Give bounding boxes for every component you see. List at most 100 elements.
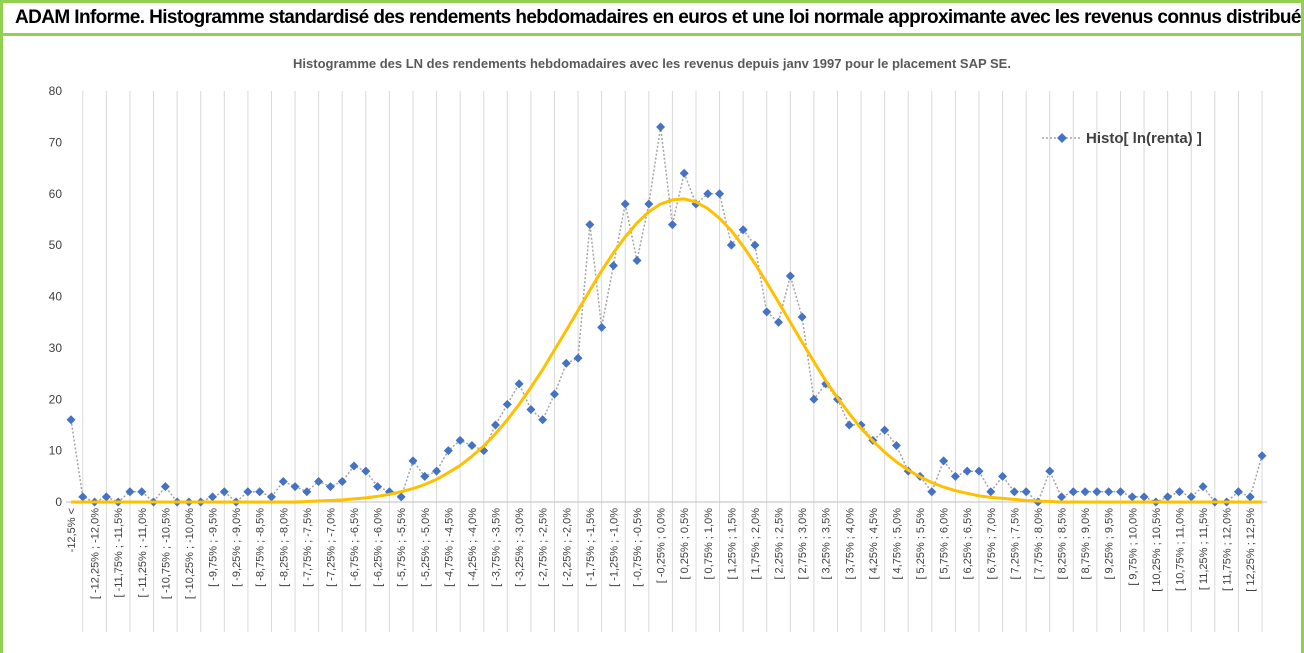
marker — [561, 358, 571, 368]
y-tick-label: 20 — [49, 392, 63, 406]
marker — [160, 482, 170, 492]
x-tick-label: [ -1,25% ; -1,0% — [608, 508, 620, 587]
x-tick-label: [ 0,25% ; 0,5% — [679, 508, 691, 580]
y-tick-label: 30 — [49, 341, 63, 355]
marker — [1080, 487, 1090, 497]
marker — [361, 466, 371, 476]
marker — [1245, 492, 1255, 502]
marker — [986, 487, 996, 497]
marker — [514, 379, 524, 389]
x-tick-label: [ 2,75% ; 3,0% — [797, 508, 809, 580]
x-tick-label: [ -1,75% ; -1,5% — [585, 508, 597, 587]
marker — [302, 487, 312, 497]
marker — [219, 487, 229, 497]
marker — [1021, 487, 1031, 497]
marker — [432, 466, 442, 476]
y-tick-label: 60 — [49, 187, 63, 201]
x-tick-label: [ -6,75% ; -6,5% — [349, 508, 361, 587]
marker — [585, 220, 595, 230]
marker — [420, 471, 430, 481]
marker — [762, 307, 772, 317]
marker — [101, 492, 111, 502]
x-tick-label: [ -6,25% ; -6,0% — [373, 508, 385, 587]
legend-label: Histo[ ln(renta) ] — [1086, 130, 1202, 147]
y-tick-label: 40 — [49, 290, 63, 304]
marker — [656, 122, 666, 132]
x-tick-label: [ -0,25% ; 0,0% — [656, 508, 668, 583]
marker — [526, 405, 536, 415]
x-tick-label: [ -8,25% ; -8,0% — [278, 508, 290, 587]
marker — [455, 435, 465, 445]
marker — [715, 189, 725, 199]
marker — [679, 168, 689, 178]
marker — [278, 476, 288, 486]
marker — [243, 487, 253, 497]
marker — [950, 471, 960, 481]
marker — [785, 271, 795, 281]
x-tick-label: [ -10,75% ; -10,5% — [160, 508, 172, 599]
marker — [1198, 482, 1208, 492]
x-tick-label: [ -5,75% ; -5,5% — [396, 508, 408, 587]
x-tick-label: [ 11,75% ; 12,0% — [1222, 508, 1234, 591]
marker — [491, 420, 501, 430]
x-tick-label: [ 4,25% ; 4,5% — [868, 508, 880, 580]
marker — [325, 482, 335, 492]
normal-curve — [71, 197, 1262, 504]
x-tick-label: [ 6,75% ; 7,0% — [986, 508, 998, 580]
x-tick-label: [ 1,75% ; 2,0% — [750, 508, 762, 580]
marker — [1163, 492, 1173, 502]
x-tick-label: [ -4,25% ; -4,0% — [467, 508, 479, 587]
x-tick-label: [ 6,25% ; 6,5% — [962, 508, 974, 580]
marker — [608, 261, 618, 271]
x-tick-label: [ 9,75% ; 10,0% — [1127, 508, 1139, 586]
marker — [373, 482, 383, 492]
x-tick-label: [ -0,75% ; -0,5% — [632, 508, 644, 587]
marker — [467, 440, 477, 450]
marker — [137, 487, 147, 497]
marker — [1104, 487, 1114, 497]
x-tick-label: [ -7,25% ; -7,0% — [325, 508, 337, 587]
marker — [538, 415, 548, 425]
x-tick-label: [ 7,25% ; 7,5% — [1009, 508, 1021, 580]
marker — [1068, 487, 1078, 497]
marker — [208, 492, 218, 502]
marker — [738, 225, 748, 235]
marker — [632, 256, 642, 266]
marker — [809, 394, 819, 404]
marker — [891, 440, 901, 450]
marker — [1233, 487, 1243, 497]
marker — [1174, 487, 1184, 497]
marker — [443, 446, 453, 456]
marker — [1186, 492, 1196, 502]
x-tick-label: [ -10,25% ; -10,0% — [184, 508, 196, 599]
marker — [1009, 487, 1019, 497]
y-tick-label: 80 — [49, 84, 63, 98]
x-tick-label: [ 2,25% ; 2,5% — [774, 508, 786, 580]
x-tick-label: [ 8,25% ; 8,5% — [1057, 508, 1069, 580]
marker — [1115, 487, 1125, 497]
header-title: ADAM Informe. Histogramme standardisé de… — [3, 0, 1301, 36]
marker — [962, 466, 972, 476]
marker — [726, 240, 736, 250]
x-tick-label: [ 0,75% ; 1,0% — [703, 508, 715, 580]
marker — [750, 240, 760, 250]
x-tick-label: [ -3,75% ; -3,5% — [491, 508, 503, 587]
x-tick-label: [ -9,75% ; -9,5% — [208, 508, 220, 587]
x-tick-label: [ -3,25% ; -3,0% — [514, 508, 526, 587]
x-tick-label: [ -2,75% ; -2,5% — [538, 508, 550, 587]
x-tick-label: [ -4,75% ; -4,5% — [443, 508, 455, 587]
marker — [255, 487, 265, 497]
legend-marker — [1057, 133, 1067, 143]
marker — [502, 399, 512, 409]
marker — [880, 425, 890, 435]
series-line — [70, 126, 1263, 504]
x-tick-label: [ -7,75% ; -7,5% — [302, 508, 314, 587]
marker — [1139, 492, 1149, 502]
marker — [408, 456, 418, 466]
x-tick-label: [ -9,25% ; -9,0% — [231, 508, 243, 587]
marker — [927, 487, 937, 497]
x-tick-label: [ 3,75% ; 4,0% — [844, 508, 856, 580]
x-tick-label: [ -2,25% ; -2,0% — [561, 508, 573, 587]
marker — [844, 420, 854, 430]
